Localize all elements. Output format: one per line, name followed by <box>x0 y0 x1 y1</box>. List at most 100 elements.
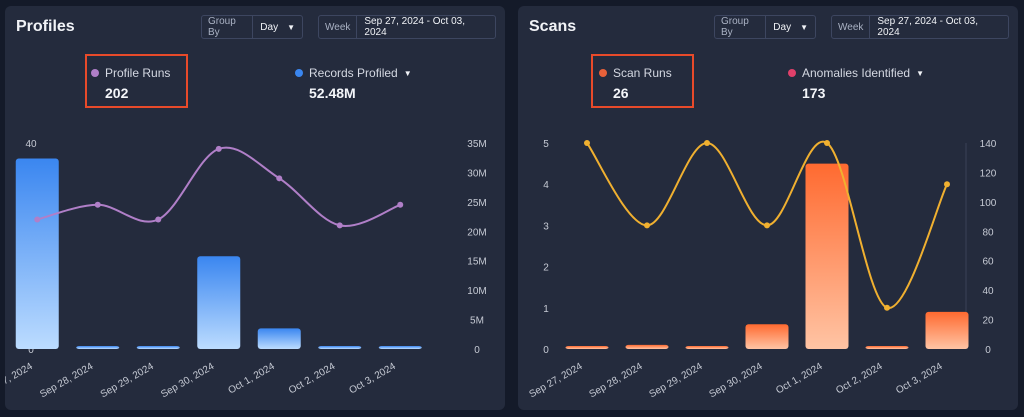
y-right-tick-label: 60 <box>982 257 994 268</box>
bar <box>685 346 729 349</box>
scan-runs-label: Scan Runs <box>613 66 672 80</box>
anomalies-identified-stat[interactable]: Anomalies Identified ▼ 173 <box>788 66 924 101</box>
x-tick-label: Sep 27, 2024 <box>5 361 35 400</box>
y-right-tick-label: 25M <box>467 198 486 209</box>
profiles-chart: 051015202530354005M10M15M20M25M30M35MSep… <box>5 139 487 400</box>
bar <box>565 346 609 349</box>
line-point <box>34 216 41 223</box>
profile-runs-value: 202 <box>105 85 129 101</box>
bar <box>925 311 969 349</box>
profiles-title: Profiles <box>16 18 75 35</box>
y-right-tick-label: 40 <box>982 286 994 297</box>
line-point <box>764 222 770 229</box>
bar <box>378 346 422 349</box>
group-by-value: Day <box>260 21 279 33</box>
line-point <box>397 201 404 208</box>
bar <box>805 163 849 349</box>
line-point <box>824 140 830 146</box>
y-right-tick-label: 100 <box>980 198 997 209</box>
bar <box>136 346 180 349</box>
line-point <box>584 140 590 146</box>
scans-week-select[interactable]: Week Sep 27, 2024 - Oct 03, 2024 <box>831 15 1009 39</box>
x-tick-label: Sep 28, 2024 <box>38 361 95 400</box>
group-by-label: Group By <box>715 16 767 38</box>
y-right-tick-label: 120 <box>980 168 997 179</box>
profile-runs-stat[interactable]: Profile Runs 202 <box>91 66 170 101</box>
highlight-box <box>591 54 694 108</box>
x-tick-label: Sep 29, 2024 <box>647 361 704 400</box>
y-right-tick-label: 20M <box>467 227 486 238</box>
bar <box>15 158 59 349</box>
scan-runs-stat[interactable]: Scan Runs 26 <box>599 66 672 101</box>
y-right-tick-label: 80 <box>982 227 994 238</box>
bar <box>625 344 669 349</box>
line-point <box>704 140 710 146</box>
scan-runs-legend-dot <box>599 69 607 77</box>
line-point <box>336 222 343 229</box>
profiles-group-by-select[interactable]: Group By Day ▼ <box>201 15 303 39</box>
x-tick-label: Sep 29, 2024 <box>99 361 156 400</box>
anomalies-identified-label: Anomalies Identified <box>802 66 911 80</box>
x-tick-label: Oct 3, 2024 <box>347 361 398 397</box>
y-right-tick-label: 35M <box>467 139 486 150</box>
y-right-tick-label: 30M <box>467 168 486 179</box>
x-tick-label: Sep 30, 2024 <box>159 361 216 400</box>
profiles-week-select[interactable]: Week Sep 27, 2024 - Oct 03, 2024 <box>318 15 496 39</box>
series-line <box>37 146 401 227</box>
x-tick-label: Oct 2, 2024 <box>834 361 885 397</box>
anomalies-identified-value: 173 <box>802 85 826 101</box>
group-by-label: Group By <box>202 16 254 38</box>
records-profiled-legend-dot <box>295 69 303 77</box>
chevron-down-icon: ▼ <box>287 22 295 32</box>
y-right-tick-label: 140 <box>980 139 997 150</box>
y-right-tick-label: 5M <box>470 316 484 327</box>
profile-runs-legend-dot <box>91 69 99 77</box>
y-right-tick-label: 0 <box>474 345 480 356</box>
y-left-tick-label: 1 <box>543 304 549 315</box>
scans-group-by-select[interactable]: Group By Day ▼ <box>714 15 816 39</box>
y-right-tick-label: 0 <box>985 345 991 356</box>
bar <box>197 256 241 349</box>
line-point <box>276 175 283 182</box>
x-tick-label: Oct 3, 2024 <box>894 361 945 397</box>
records-profiled-label: Records Profiled <box>309 66 398 80</box>
week-label: Week <box>319 16 358 38</box>
chevron-down-icon[interactable]: ▼ <box>916 68 924 78</box>
x-tick-label: Sep 27, 2024 <box>527 361 584 400</box>
x-tick-label: Oct 2, 2024 <box>287 361 338 397</box>
records-profiled-value: 52.48M <box>309 85 356 101</box>
bar <box>76 346 120 349</box>
line-point <box>94 201 101 208</box>
y-left-tick-label: 4 <box>543 180 549 191</box>
bar <box>257 328 301 349</box>
line-point <box>215 145 222 152</box>
y-left-tick-label: 3 <box>543 221 549 232</box>
chevron-down-icon: ▼ <box>800 22 808 32</box>
bar <box>865 346 909 349</box>
week-value: Sep 27, 2024 - Oct 03, 2024 <box>364 16 466 38</box>
x-tick-label: Sep 28, 2024 <box>587 361 644 400</box>
profile-runs-label: Profile Runs <box>105 66 171 80</box>
anomalies-legend-dot <box>788 69 796 77</box>
scan-runs-value: 26 <box>613 85 629 101</box>
x-tick-label: Sep 30, 2024 <box>707 361 764 400</box>
chevron-down-icon[interactable]: ▼ <box>403 68 412 78</box>
records-profiled-stat[interactable]: Records Profiled ▼ 52.48M <box>295 66 412 101</box>
y-left-tick-label: 40 <box>25 139 37 150</box>
y-left-tick-label: 2 <box>543 263 549 274</box>
bar <box>318 346 362 349</box>
y-left-tick-label: 5 <box>543 139 549 150</box>
highlight-box <box>85 54 188 108</box>
y-right-tick-label: 15M <box>467 257 486 268</box>
x-tick-label: Oct 1, 2024 <box>774 361 825 397</box>
y-left-tick-label: 0 <box>28 345 34 356</box>
line-point <box>644 222 650 229</box>
week-value: Sep 27, 2024 - Oct 03, 2024 <box>877 16 979 38</box>
profiles-panel: Profiles Group By Day ▼ Week Sep 27, 2024… <box>5 6 505 410</box>
x-tick-label: Oct 1, 2024 <box>226 361 277 397</box>
week-label: Week <box>832 16 871 38</box>
y-left-tick-label: 0 <box>543 345 549 356</box>
line-point <box>944 181 950 188</box>
y-right-tick-label: 10M <box>467 286 486 297</box>
